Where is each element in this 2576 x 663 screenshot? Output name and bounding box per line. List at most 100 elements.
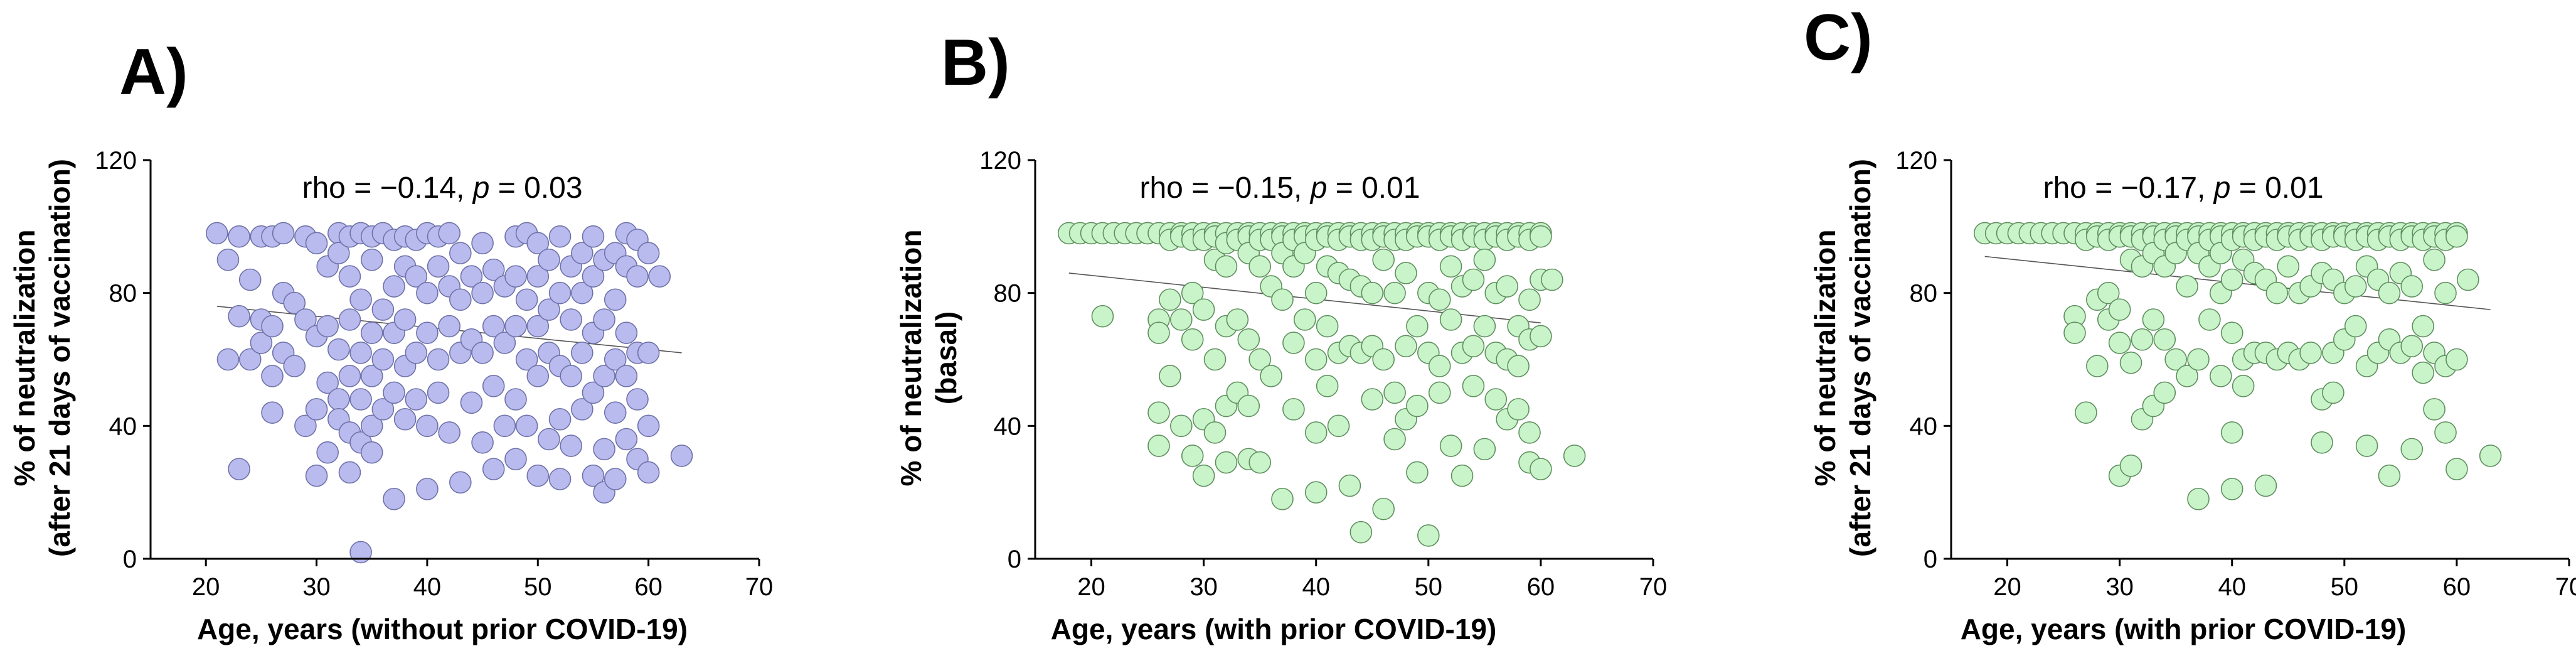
panel-a-data-point <box>504 388 527 411</box>
panel-c-data-point <box>2153 328 2176 351</box>
panel-a-data-point <box>526 365 550 387</box>
panel-a-data-point <box>626 265 649 288</box>
panel-b-data-point <box>1170 308 1193 331</box>
panel-b-x-axis-label: Age, years (with prior COVID-19) <box>1051 613 1497 645</box>
panel-a-data-point <box>460 391 483 414</box>
panel-c-data-point <box>2198 308 2221 331</box>
panel-a-data-point <box>482 375 505 397</box>
panel-b-data-point <box>1147 401 1170 424</box>
panel-b-data-point <box>1428 288 1451 311</box>
panel-b-title: rho = −0.15, p = 0.01 <box>1139 171 1420 205</box>
panel-b-data-point <box>1226 308 1249 331</box>
panel-a-data-point <box>571 242 593 264</box>
panel-c-data-point <box>2299 342 2322 364</box>
panel-b-trend-line <box>1068 272 1541 324</box>
panel-a-data-point <box>571 398 593 421</box>
panel-c-data-point <box>2232 375 2255 397</box>
panel-b-data-point <box>1462 375 1485 397</box>
panel-c-y-tick-label: 0 <box>1924 546 1937 573</box>
panel-a-data-point <box>327 242 350 264</box>
panel-a-data-point <box>593 438 615 461</box>
panel-c-ticks: 20 30 40 50 60 70 0 40 80 120 <box>1895 147 2576 601</box>
panel-a-data-point <box>405 265 428 288</box>
panel-b-data-point <box>1450 464 1474 487</box>
panel-b-data-point <box>1237 328 1260 351</box>
panel-a-data-point <box>515 348 538 371</box>
panel-b-data-point <box>1462 268 1485 291</box>
panel-a-data-point <box>548 281 572 305</box>
panel-b-data-point <box>1428 355 1451 377</box>
panel-a-data-point <box>349 342 372 364</box>
panel-b-data-point <box>1395 262 1417 284</box>
panel-a-data-point <box>416 321 439 344</box>
panel-a-data-point <box>637 242 660 264</box>
panel-c-data-point <box>2412 315 2434 338</box>
panel-a-data-point <box>383 381 405 404</box>
panel-b-x-tick-label: 40 <box>1302 573 1330 601</box>
panel-c-data-point <box>2378 464 2401 487</box>
panel-c-data-point <box>2344 315 2367 338</box>
panel-c-x-tick-label: 70 <box>2555 573 2576 601</box>
panel-a-data-point <box>349 541 372 564</box>
panel-a-data-point <box>316 441 339 464</box>
panel-c-data-point <box>2400 335 2424 358</box>
panel-c-data-point <box>2210 365 2232 387</box>
panel-a-x-tick-label: 70 <box>745 573 774 601</box>
panel-b-data-point <box>1215 451 1238 474</box>
panel-b-data-point <box>1518 288 1541 311</box>
panel-b-data-point <box>1417 524 1440 547</box>
panel-c-data-point <box>2176 275 2198 298</box>
panel-c-x-tick-label: 60 <box>2443 573 2471 601</box>
panel-b-data-point <box>1159 288 1181 311</box>
panel-b-data-point <box>1271 487 1294 510</box>
panel-c-data-point <box>2119 455 2142 477</box>
panel-b-data-point <box>1282 398 1305 421</box>
panel-c-data-point <box>2187 487 2210 510</box>
panel-b-data-point <box>1439 255 1462 278</box>
panel-c-data-point <box>2311 431 2333 454</box>
panel-a-data-point <box>371 398 395 421</box>
panel-a-data-point <box>371 348 395 371</box>
panel-b-y-axis-label: % of neutralization(basal) <box>895 230 962 487</box>
panel-c-data-point <box>2400 438 2424 461</box>
panel-a-data-point <box>338 461 361 484</box>
panel-a-data-point <box>538 248 560 271</box>
panel-a-data-point <box>582 464 605 487</box>
panel-b-data-point <box>1304 281 1328 305</box>
panel-c-data-point <box>2277 255 2300 278</box>
panel-b-data-point <box>1439 308 1462 331</box>
panel-a-data-point <box>316 315 339 338</box>
panel-b-data-point <box>1203 421 1227 444</box>
panel-b-data-point <box>1147 434 1170 457</box>
panel-b-data-point <box>1282 332 1305 354</box>
panel-a-data-point <box>338 365 361 387</box>
panel-c-data-point <box>2108 332 2131 354</box>
panel-a-data-point <box>548 225 572 248</box>
panel-a-data-point <box>416 281 439 305</box>
panel-a-data-point <box>449 471 472 494</box>
panel-b-data-point <box>1304 481 1328 504</box>
panel-c-data-point <box>2220 421 2243 444</box>
panel-a-data-point <box>526 265 550 288</box>
panel-a-data-point <box>438 315 460 338</box>
panel-a-data-point <box>261 315 284 338</box>
panel-b-y-tick-label: 120 <box>979 147 1021 175</box>
panel-a-data-point <box>504 448 527 471</box>
panel-a-x-tick-label: 20 <box>192 573 220 601</box>
panel-b-x-tick-label: 60 <box>1527 573 1555 601</box>
panel-a-data-point <box>349 288 372 311</box>
panel-a-data-point <box>427 348 450 371</box>
panel-c-data-point <box>2446 225 2468 248</box>
panel-c-x-tick-label: 50 <box>2331 573 2359 601</box>
panel-c-data-point <box>2322 381 2344 404</box>
panel-c-data-point <box>2265 281 2289 305</box>
panel-b-data-point <box>1507 355 1530 377</box>
panel-c-data-point <box>2119 351 2142 374</box>
panel-b-data-point <box>1304 348 1328 371</box>
panel-a-data-point <box>294 414 317 438</box>
panel-c-letter: C) <box>1804 1 1873 74</box>
panel-b-data-point <box>1361 281 1384 305</box>
panel-a-x-tick-label: 30 <box>302 573 331 601</box>
panel-b-data-point <box>1203 348 1227 371</box>
